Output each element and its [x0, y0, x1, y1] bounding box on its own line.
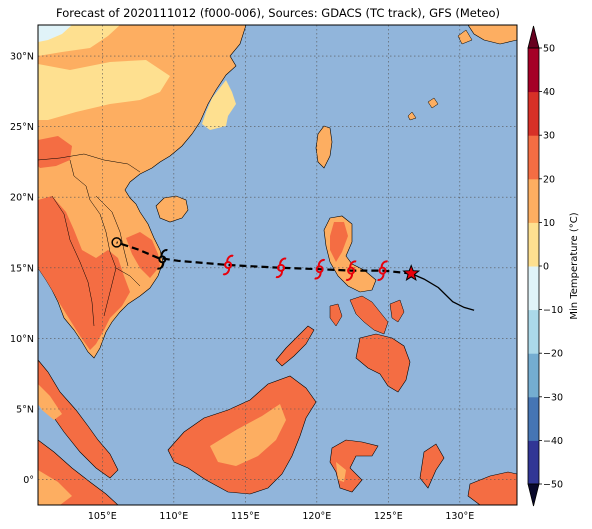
- lat-tick-label: 20°N: [10, 193, 34, 204]
- lon-tick-label: 130°E: [445, 511, 474, 522]
- borneo-cool: [210, 404, 286, 466]
- country-borders: [38, 153, 141, 327]
- colorbar-segment: [528, 396, 539, 441]
- storm-symbol-icon: [222, 254, 234, 276]
- taiwan-island: [315, 125, 333, 169]
- lon-tick-label: 115°E: [231, 511, 260, 522]
- map-title: Forecast of 2020111012 (f000-006), Sourc…: [56, 6, 500, 20]
- colorbar-tick-label: 0: [543, 262, 549, 273]
- latitude-labels: 0° 5°N 10°N 15°N 20°N 25°N 30°N: [10, 52, 34, 487]
- lat-tick-label: 10°N: [10, 334, 34, 345]
- storm-symbol-icon: [314, 259, 326, 280]
- colorbar-segment: [528, 135, 539, 180]
- lat-tick-label: 15°N: [10, 263, 34, 274]
- mainland-cool-zone-2: [38, 60, 170, 120]
- lon-tick-label: 120°E: [302, 511, 331, 522]
- colorbar-segment: [528, 353, 539, 398]
- colorbar-segment: [528, 266, 539, 311]
- storm-track: [111, 237, 475, 311]
- sulawesi-cool: [336, 462, 346, 482]
- new-guinea: [467, 471, 517, 505]
- storm-symbol-icon: [275, 257, 287, 279]
- storm-symbol-icon: [156, 249, 168, 270]
- map-canvas: [38, 25, 517, 505]
- visayas-islands: [329, 295, 405, 335]
- colorbar-segment: [528, 48, 539, 93]
- colorbar-under-arrow: [527, 483, 540, 507]
- malay-cool: [38, 384, 62, 420]
- colorbar-segment: [528, 91, 539, 136]
- colorbar-segment: [528, 222, 539, 267]
- lat-tick-label: 0°: [23, 475, 34, 486]
- storm-symbol-icon: [377, 260, 389, 281]
- colorbar-segment: [528, 440, 539, 485]
- ryukyu-islands: [407, 29, 473, 121]
- colorbar-tick-label: −20: [543, 349, 563, 360]
- colorbar-tick-label: −40: [543, 436, 563, 447]
- lat-tick-label: 5°N: [16, 405, 34, 416]
- mainland-cool-zone: [202, 80, 236, 130]
- palawan-island: [275, 325, 315, 367]
- track-end-marker: [111, 237, 122, 248]
- lon-tick-label: 110°E: [159, 511, 188, 522]
- halmahera-island: [419, 443, 445, 489]
- colorbar-tick-label: 30: [543, 131, 555, 142]
- current-position-star-icon: [402, 264, 421, 282]
- colorbar-segment: [528, 309, 539, 354]
- colorbar-tick-label: 10: [543, 218, 555, 229]
- forecast-track-line: [116, 241, 412, 275]
- colorbar-tick-label: 50: [543, 44, 555, 55]
- mainland-warm-zone-3: [38, 136, 72, 168]
- lat-tick-label: 25°N: [10, 122, 34, 133]
- luzon-warm: [330, 222, 348, 262]
- colorbar-segment: [528, 178, 539, 223]
- mainland-warm-zone: [38, 196, 130, 350]
- lat-tick-label: 30°N: [10, 52, 34, 63]
- map-frame: [37, 24, 518, 506]
- colorbar: 50 40 30 20 10 0 −10 −20 −30 −40 −50: [527, 25, 563, 507]
- colorbar-tick-label: 40: [543, 87, 555, 98]
- mainland-warm-zone-2: [126, 232, 160, 278]
- colorbar-tick-label: −10: [543, 305, 563, 316]
- colorbar-tick-label: −50: [543, 480, 563, 491]
- far-north-cold: [38, 25, 72, 42]
- longitude-labels: 105°E 110°E 115°E 120°E 125°E 130°E: [88, 511, 474, 522]
- mindanao-island: [355, 333, 411, 393]
- lon-tick-label: 105°E: [88, 511, 117, 522]
- japan-edge: [467, 25, 517, 45]
- sumatra-cool: [38, 470, 72, 505]
- colorbar-tick-label: 20: [543, 174, 555, 185]
- storm-symbol-icon: [345, 260, 357, 281]
- lon-tick-label: 125°E: [374, 511, 403, 522]
- past-track-line: [410, 272, 475, 311]
- hainan-island: [155, 195, 189, 223]
- colorbar-tick-label: −30: [543, 392, 563, 403]
- colorbar-over-arrow: [527, 25, 540, 49]
- colorbar-label: Min Temperature (°C): [569, 212, 580, 319]
